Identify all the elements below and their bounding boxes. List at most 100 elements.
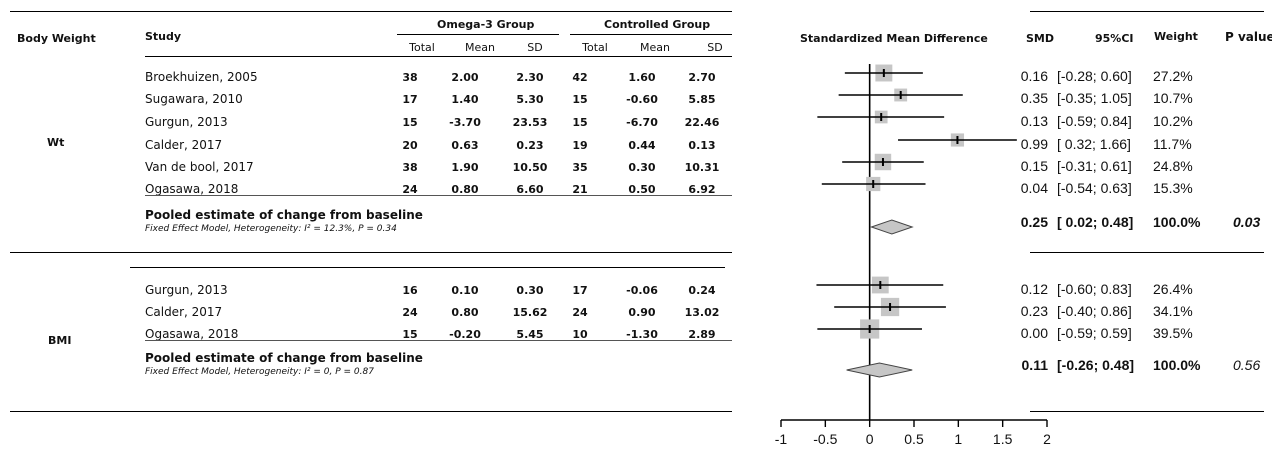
group-separator bbox=[10, 252, 732, 253]
smd-value: 0.99 bbox=[1020, 136, 1048, 152]
study-weight-box bbox=[894, 88, 908, 102]
cell-t1: 15 bbox=[402, 328, 418, 341]
cell-s2: 5.85 bbox=[688, 93, 716, 106]
cell-t1: 24 bbox=[402, 306, 418, 319]
cell-m1: 0.10 bbox=[451, 284, 479, 297]
ci-value: [-0.40; 0.86] bbox=[1057, 303, 1132, 319]
ci-value: [-0.54; 0.63] bbox=[1057, 180, 1132, 196]
smd-value: 0.12 bbox=[1020, 281, 1048, 297]
cell-m2: 0.30 bbox=[628, 161, 656, 174]
study-weight-box bbox=[866, 176, 881, 192]
cell-t1: 15 bbox=[402, 116, 418, 129]
cell-m2: -0.60 bbox=[626, 93, 658, 106]
bmi-rows-top-rule bbox=[130, 267, 725, 268]
cell-t2: 10 bbox=[572, 328, 588, 341]
x-tick-label: 2 bbox=[1043, 431, 1051, 447]
weight-value: 10.7% bbox=[1153, 90, 1193, 106]
cell-s2: 0.24 bbox=[688, 284, 716, 297]
study-name: Gurgun, 2013 bbox=[145, 283, 228, 297]
study-name: Gurgun, 2013 bbox=[145, 115, 228, 129]
header-total-controlled: Total bbox=[582, 41, 608, 54]
smd-value: 0.16 bbox=[1020, 68, 1048, 84]
ci-value: [-0.31; 0.61] bbox=[1057, 158, 1132, 174]
cell-s1: 0.30 bbox=[516, 284, 544, 297]
pooled-weight: 100.0% bbox=[1153, 214, 1201, 230]
cell-m1: 0.80 bbox=[451, 183, 479, 196]
cell-m2: 0.50 bbox=[628, 183, 656, 196]
x-tick-label: 0.5 bbox=[904, 431, 924, 447]
cell-m2: 0.44 bbox=[628, 139, 656, 152]
cell-s1: 5.30 bbox=[516, 93, 544, 106]
cell-m1: 1.90 bbox=[451, 161, 479, 174]
weight-value: 34.1% bbox=[1153, 303, 1193, 319]
header-controlled-group: Controlled Group bbox=[604, 18, 711, 31]
header-smd-title: Standardized Mean Difference bbox=[800, 32, 988, 45]
study-weight-box bbox=[860, 319, 880, 339]
x-tick-label: -1 bbox=[775, 431, 788, 447]
cell-s2: 6.92 bbox=[688, 183, 716, 196]
cell-t1: 16 bbox=[402, 284, 418, 297]
cell-t2: 15 bbox=[572, 116, 588, 129]
smd-value: 0.15 bbox=[1020, 158, 1048, 174]
cell-t2: 19 bbox=[572, 139, 588, 152]
cell-s2: 22.46 bbox=[684, 116, 720, 129]
pooled-smd: 0.25 bbox=[1020, 214, 1048, 230]
top-rule bbox=[10, 11, 732, 12]
header-study: Study bbox=[145, 30, 182, 43]
cell-t1: 38 bbox=[402, 71, 418, 84]
pooled-ci: [-0.26; 0.48] bbox=[1057, 357, 1135, 373]
weight-value: 39.5% bbox=[1153, 325, 1193, 341]
bmi-rows-rule bbox=[145, 340, 732, 341]
cell-s2: 13.02 bbox=[684, 306, 720, 319]
top-rule-right bbox=[1030, 11, 1264, 12]
study-weight-box bbox=[880, 297, 900, 317]
cell-m2: -6.70 bbox=[626, 116, 658, 129]
pooled-estimate-diamond bbox=[869, 219, 914, 235]
cell-t1: 38 bbox=[402, 161, 418, 174]
cell-t2: 24 bbox=[572, 306, 588, 319]
ci-value: [-0.28; 0.60] bbox=[1057, 68, 1132, 84]
ci-value: [-0.59; 0.59] bbox=[1057, 325, 1132, 341]
group-separator-right bbox=[1030, 252, 1264, 253]
cell-t2: 17 bbox=[572, 284, 588, 297]
pooled-smd: 0.11 bbox=[1021, 357, 1048, 373]
cell-t2: 21 bbox=[572, 183, 588, 196]
pooled-title: Pooled estimate of change from baseline bbox=[145, 351, 423, 365]
x-tick-label: 1.5 bbox=[993, 431, 1013, 447]
header-total-omega: Total bbox=[409, 41, 435, 54]
cell-m2: 0.90 bbox=[628, 306, 656, 319]
bottom-rule bbox=[10, 411, 732, 412]
cell-m2: 1.60 bbox=[628, 71, 656, 84]
omega-group-rule bbox=[397, 34, 559, 35]
cell-t1: 20 bbox=[402, 139, 418, 152]
cell-m1: 0.80 bbox=[451, 306, 479, 319]
cell-s1: 5.45 bbox=[516, 328, 544, 341]
study-weight-box bbox=[874, 110, 888, 124]
smd-value: 0.35 bbox=[1020, 90, 1048, 106]
weight-value: 26.4% bbox=[1153, 281, 1193, 297]
study-weight-box bbox=[875, 64, 893, 82]
weight-value: 11.7% bbox=[1153, 136, 1192, 152]
cell-s1: 10.50 bbox=[512, 161, 548, 174]
weight-value: 10.2% bbox=[1153, 113, 1193, 129]
bottom-rule-right bbox=[1030, 411, 1264, 412]
cell-m1: -0.20 bbox=[449, 328, 481, 341]
group-label: Wt bbox=[47, 136, 65, 149]
pooled-ci: [ 0.02; 0.48] bbox=[1057, 214, 1134, 230]
ci-value: [ 0.32; 1.66] bbox=[1057, 136, 1131, 152]
ci-value: [-0.35; 1.05] bbox=[1057, 90, 1132, 106]
pooled-weight: 100.0% bbox=[1153, 357, 1201, 373]
header-mean-controlled: Mean bbox=[640, 41, 670, 54]
header-weight: Weight bbox=[1154, 30, 1198, 43]
cell-t2: 42 bbox=[572, 71, 588, 84]
cell-t2: 15 bbox=[572, 93, 588, 106]
study-name: Sugawara, 2010 bbox=[145, 92, 243, 106]
cell-t1: 17 bbox=[402, 93, 418, 106]
header-ci: 95%CI bbox=[1095, 32, 1134, 45]
study-name: Van de bool, 2017 bbox=[145, 160, 254, 174]
header-pvalue: P value bbox=[1225, 30, 1272, 44]
study-name: Ogasawa, 2018 bbox=[145, 182, 239, 196]
cell-s2: 2.70 bbox=[688, 71, 716, 84]
pooled-subtitle: Fixed Effect Model, Heterogeneity: I² = … bbox=[145, 367, 374, 377]
cell-s1: 23.53 bbox=[512, 116, 548, 129]
